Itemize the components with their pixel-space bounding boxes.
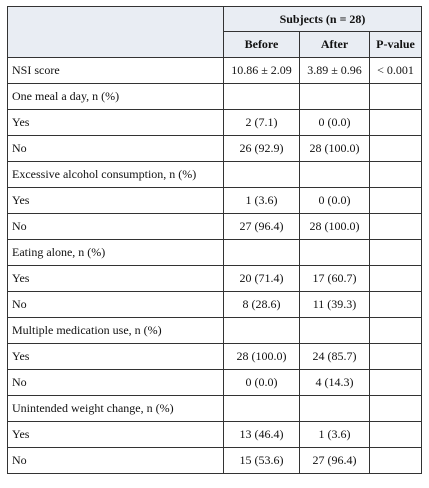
cell-after <box>299 239 370 266</box>
table-row: One meal a day, n (%) <box>7 83 422 110</box>
cell-after: 28 (100.0) <box>299 135 370 162</box>
cell-before: 1 (3.6) <box>223 187 300 214</box>
cell-after: 0 (0.0) <box>299 109 370 136</box>
table-row: Unintended weight change, n (%) <box>7 395 422 422</box>
cell-pvalue <box>369 109 422 136</box>
row-label: Unintended weight change, n (%) <box>7 395 224 422</box>
row-label: No <box>7 447 224 474</box>
cell-pvalue <box>369 83 422 110</box>
table-row: No 0 (0.0) 4 (14.3) <box>7 369 422 396</box>
cell-pvalue <box>369 187 422 214</box>
cell-before: 10.86 ± 2.09 <box>223 57 300 84</box>
row-label: No <box>7 291 224 318</box>
cell-after: 28 (100.0) <box>299 213 370 240</box>
table-body: NSI score 10.86 ± 2.09 3.89 ± 0.96 < 0.0… <box>7 57 422 474</box>
cell-pvalue <box>369 135 422 162</box>
cell-pvalue <box>369 369 422 396</box>
table-row: No 15 (53.6) 27 (96.4) <box>7 447 422 474</box>
header-subjects-group: Subjects (n = 28) <box>223 6 422 32</box>
cell-after <box>299 395 370 422</box>
cell-before <box>223 317 300 344</box>
cell-pvalue <box>369 291 422 318</box>
row-label: One meal a day, n (%) <box>7 83 224 110</box>
cell-after: 4 (14.3) <box>299 369 370 396</box>
cell-pvalue <box>369 317 422 344</box>
cell-pvalue <box>369 265 422 292</box>
table-row: Yes 20 (71.4) 17 (60.7) <box>7 265 422 292</box>
cell-after: 3.89 ± 0.96 <box>299 57 370 84</box>
row-label: Multiple medication use, n (%) <box>7 317 224 344</box>
header-after: After <box>299 31 370 58</box>
cell-pvalue <box>369 395 422 422</box>
table-row: No 27 (96.4) 28 (100.0) <box>7 213 422 240</box>
cell-pvalue <box>369 447 422 474</box>
header-before: Before <box>223 31 300 58</box>
row-label: Excessive alcohol consumption, n (%) <box>7 161 224 188</box>
table-row: Multiple medication use, n (%) <box>7 317 422 344</box>
cell-after: 24 (85.7) <box>299 343 370 370</box>
cell-before: 0 (0.0) <box>223 369 300 396</box>
cell-before: 13 (46.4) <box>223 421 300 448</box>
row-label: No <box>7 135 224 162</box>
row-label: No <box>7 213 224 240</box>
row-label: Yes <box>7 421 224 448</box>
cell-before: 15 (53.6) <box>223 447 300 474</box>
cell-before: 27 (96.4) <box>223 213 300 240</box>
table-row: Eating alone, n (%) <box>7 239 422 266</box>
row-label: Yes <box>7 265 224 292</box>
cell-after: 11 (39.3) <box>299 291 370 318</box>
cell-after: 0 (0.0) <box>299 187 370 214</box>
row-label: Yes <box>7 343 224 370</box>
table-row: No 26 (92.9) 28 (100.0) <box>7 135 422 162</box>
table-row: No 8 (28.6) 11 (39.3) <box>7 291 422 318</box>
cell-after: 27 (96.4) <box>299 447 370 474</box>
cell-after <box>299 83 370 110</box>
table-row: Yes 28 (100.0) 24 (85.7) <box>7 343 422 370</box>
table-row: Yes 1 (3.6) 0 (0.0) <box>7 187 422 214</box>
row-label: NSI score <box>7 57 224 84</box>
cell-before: 2 (7.1) <box>223 109 300 136</box>
table-row: Yes 2 (7.1) 0 (0.0) <box>7 109 422 136</box>
cell-pvalue <box>369 343 422 370</box>
row-label: No <box>7 369 224 396</box>
cell-pvalue <box>369 421 422 448</box>
cell-before <box>223 83 300 110</box>
cell-before <box>223 239 300 266</box>
table-row: NSI score 10.86 ± 2.09 3.89 ± 0.96 < 0.0… <box>7 57 422 84</box>
cell-pvalue: < 0.001 <box>369 57 422 84</box>
cell-after: 1 (3.6) <box>299 421 370 448</box>
cell-pvalue <box>369 161 422 188</box>
cell-before: 28 (100.0) <box>223 343 300 370</box>
header-row-group: Subjects (n = 28) <box>7 6 422 58</box>
header-row-columns: Before After P-value <box>8 31 422 58</box>
header-pvalue: P-value <box>369 31 422 58</box>
cell-before <box>223 161 300 188</box>
results-table-container: Subjects (n = 28) Before After P-value N… <box>7 6 422 474</box>
row-label: Yes <box>7 187 224 214</box>
row-label: Eating alone, n (%) <box>7 239 224 266</box>
header-blank-cell <box>7 6 224 58</box>
table-row: Yes 13 (46.4) 1 (3.6) <box>7 421 422 448</box>
cell-pvalue <box>369 213 422 240</box>
cell-before: 20 (71.4) <box>223 265 300 292</box>
results-table: Subjects (n = 28) Before After P-value N… <box>7 6 422 474</box>
cell-before <box>223 395 300 422</box>
cell-after <box>299 161 370 188</box>
cell-before: 8 (28.6) <box>223 291 300 318</box>
row-label: Yes <box>7 109 224 136</box>
table-row: Excessive alcohol consumption, n (%) <box>7 161 422 188</box>
cell-pvalue <box>369 239 422 266</box>
cell-after: 17 (60.7) <box>299 265 370 292</box>
cell-after <box>299 317 370 344</box>
cell-before: 26 (92.9) <box>223 135 300 162</box>
